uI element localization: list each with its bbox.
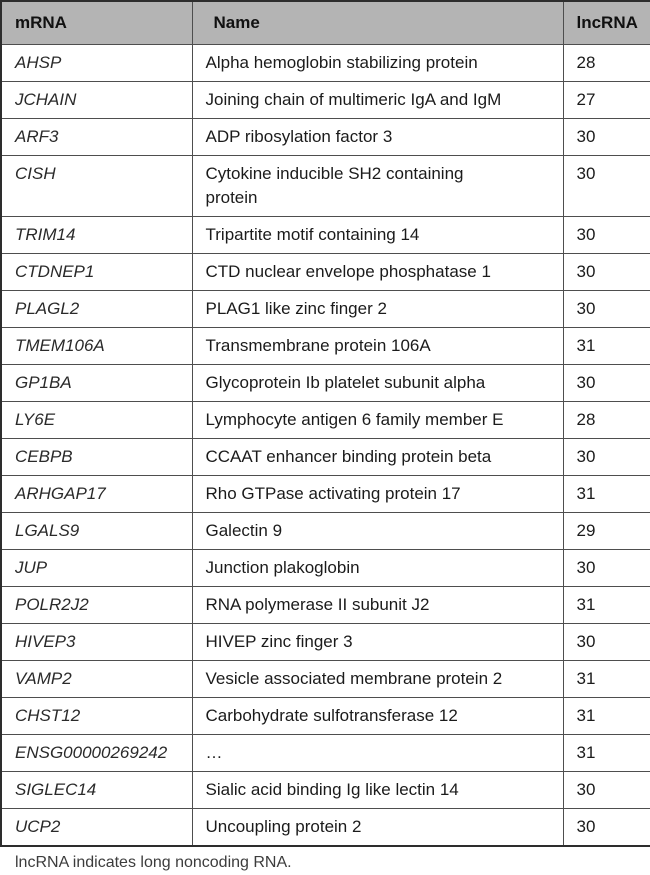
cell-lncrna-count: 30 — [562, 253, 650, 291]
table-row: ARF3 ADP ribosylation factor 3 30 — [0, 118, 650, 156]
cell-mrna-symbol: HIVEP3 — [0, 623, 193, 661]
cell-mrna-symbol: TRIM14 — [0, 216, 193, 254]
table-row: CISH Cytokine inducible SH2 containing p… — [0, 155, 650, 217]
cell-gene-name: HIVEP zinc finger 3 — [191, 623, 564, 661]
table-row: CEBPB CCAAT enhancer binding protein bet… — [0, 438, 650, 476]
cell-mrna-symbol: ENSG00000269242 — [0, 734, 193, 772]
cell-mrna-symbol: AHSP — [0, 44, 193, 82]
table-row: PLAGL2 PLAG1 like zinc finger 2 30 — [0, 290, 650, 328]
cell-lncrna-count: 30 — [562, 549, 650, 587]
cell-mrna-symbol: UCP2 — [0, 808, 193, 847]
cell-gene-name: Uncoupling protein 2 — [191, 808, 564, 847]
cell-gene-name: PLAG1 like zinc finger 2 — [191, 290, 564, 328]
cell-gene-name: ADP ribosylation factor 3 — [191, 118, 564, 156]
cell-gene-name: CTD nuclear envelope phosphatase 1 — [191, 253, 564, 291]
table-header: mRNA Name lncRNA — [0, 0, 650, 45]
cell-mrna-symbol: POLR2J2 — [0, 586, 193, 624]
table-row: VAMP2 Vesicle associated membrane protei… — [0, 660, 650, 698]
cell-gene-name: … — [191, 734, 564, 772]
cell-mrna-symbol: ARHGAP17 — [0, 475, 193, 513]
cell-gene-name: Galectin 9 — [191, 512, 564, 550]
column-header-lncrna: lncRNA — [562, 0, 650, 45]
cell-gene-name: Sialic acid binding Ig like lectin 14 — [191, 771, 564, 809]
cell-gene-name: Transmembrane protein 106A — [191, 327, 564, 365]
mrna-lncrna-table: mRNA Name lncRNA AHSP Alpha hemoglobin s… — [0, 0, 650, 847]
table-row: ENSG00000269242 … 31 — [0, 734, 650, 772]
cell-lncrna-count: 30 — [562, 438, 650, 476]
table-row: CTDNEP1 CTD nuclear envelope phosphatase… — [0, 253, 650, 291]
cell-mrna-symbol: LY6E — [0, 401, 193, 439]
cell-lncrna-count: 29 — [562, 512, 650, 550]
cell-lncrna-count: 31 — [562, 327, 650, 365]
cell-mrna-symbol: SIGLEC14 — [0, 771, 193, 809]
cell-lncrna-count: 30 — [562, 155, 650, 217]
cell-lncrna-count: 31 — [562, 734, 650, 772]
cell-mrna-symbol: CEBPB — [0, 438, 193, 476]
cell-lncrna-count: 30 — [562, 364, 650, 402]
cell-mrna-symbol: CHST12 — [0, 697, 193, 735]
table-row: AHSP Alpha hemoglobin stabilizing protei… — [0, 44, 650, 82]
table-row: CHST12 Carbohydrate sulfotransferase 12 … — [0, 697, 650, 735]
table-footnote: lncRNA indicates long noncoding RNA. — [15, 854, 292, 871]
table-row: HIVEP3 HIVEP zinc finger 3 30 — [0, 623, 650, 661]
cell-lncrna-count: 31 — [562, 475, 650, 513]
cell-lncrna-count: 30 — [562, 808, 650, 847]
cell-mrna-symbol: LGALS9 — [0, 512, 193, 550]
table-body: AHSP Alpha hemoglobin stabilizing protei… — [0, 44, 650, 847]
cell-gene-name: Glycoprotein Ib platelet subunit alpha — [191, 364, 564, 402]
table-row: JCHAIN Joining chain of multimeric IgA a… — [0, 81, 650, 119]
table-row: POLR2J2 RNA polymerase II subunit J2 31 — [0, 586, 650, 624]
table-row: GP1BA Glycoprotein Ib platelet subunit a… — [0, 364, 650, 402]
cell-gene-name: Junction plakoglobin — [191, 549, 564, 587]
table-row: JUP Junction plakoglobin 30 — [0, 549, 650, 587]
cell-lncrna-count: 30 — [562, 290, 650, 328]
cell-mrna-symbol: ARF3 — [0, 118, 193, 156]
cell-mrna-symbol: TMEM106A — [0, 327, 193, 365]
cell-gene-name: Rho GTPase activating protein 17 — [191, 475, 564, 513]
cell-mrna-symbol: CTDNEP1 — [0, 253, 193, 291]
header-row: mRNA Name lncRNA — [0, 0, 650, 45]
cell-gene-name: Alpha hemoglobin stabilizing protein — [191, 44, 564, 82]
table-row: SIGLEC14 Sialic acid binding Ig like lec… — [0, 771, 650, 809]
column-header-mrna: mRNA — [0, 0, 193, 45]
cell-gene-name: Joining chain of multimeric IgA and IgM — [191, 81, 564, 119]
cell-lncrna-count: 31 — [562, 586, 650, 624]
cell-mrna-symbol: VAMP2 — [0, 660, 193, 698]
table-row: UCP2 Uncoupling protein 2 30 — [0, 808, 650, 847]
cell-gene-name: Carbohydrate sulfotransferase 12 — [191, 697, 564, 735]
cell-gene-name: Cytokine inducible SH2 containing protei… — [191, 155, 564, 217]
table-row: LGALS9 Galectin 9 29 — [0, 512, 650, 550]
cell-lncrna-count: 30 — [562, 216, 650, 254]
cell-lncrna-count: 30 — [562, 771, 650, 809]
cell-gene-name: RNA polymerase II subunit J2 — [191, 586, 564, 624]
table-row: LY6E Lymphocyte antigen 6 family member … — [0, 401, 650, 439]
cell-lncrna-count: 28 — [562, 44, 650, 82]
cell-mrna-symbol: JCHAIN — [0, 81, 193, 119]
cell-lncrna-count: 31 — [562, 660, 650, 698]
cell-lncrna-count: 27 — [562, 81, 650, 119]
cell-lncrna-count: 30 — [562, 623, 650, 661]
table-row: TRIM14 Tripartite motif containing 14 30 — [0, 216, 650, 254]
cell-gene-name: Vesicle associated membrane protein 2 — [191, 660, 564, 698]
cell-mrna-symbol: JUP — [0, 549, 193, 587]
table-row: ARHGAP17 Rho GTPase activating protein 1… — [0, 475, 650, 513]
cell-lncrna-count: 28 — [562, 401, 650, 439]
cell-mrna-symbol: CISH — [0, 155, 193, 217]
table-row: TMEM106A Transmembrane protein 106A 31 — [0, 327, 650, 365]
cell-gene-name: CCAAT enhancer binding protein beta — [191, 438, 564, 476]
cell-mrna-symbol: PLAGL2 — [0, 290, 193, 328]
cell-mrna-symbol: GP1BA — [0, 364, 193, 402]
cell-lncrna-count: 31 — [562, 697, 650, 735]
cell-lncrna-count: 30 — [562, 118, 650, 156]
column-header-name: Name — [191, 0, 564, 45]
cell-gene-name: Tripartite motif containing 14 — [191, 216, 564, 254]
cell-gene-name: Lymphocyte antigen 6 family member E — [191, 401, 564, 439]
